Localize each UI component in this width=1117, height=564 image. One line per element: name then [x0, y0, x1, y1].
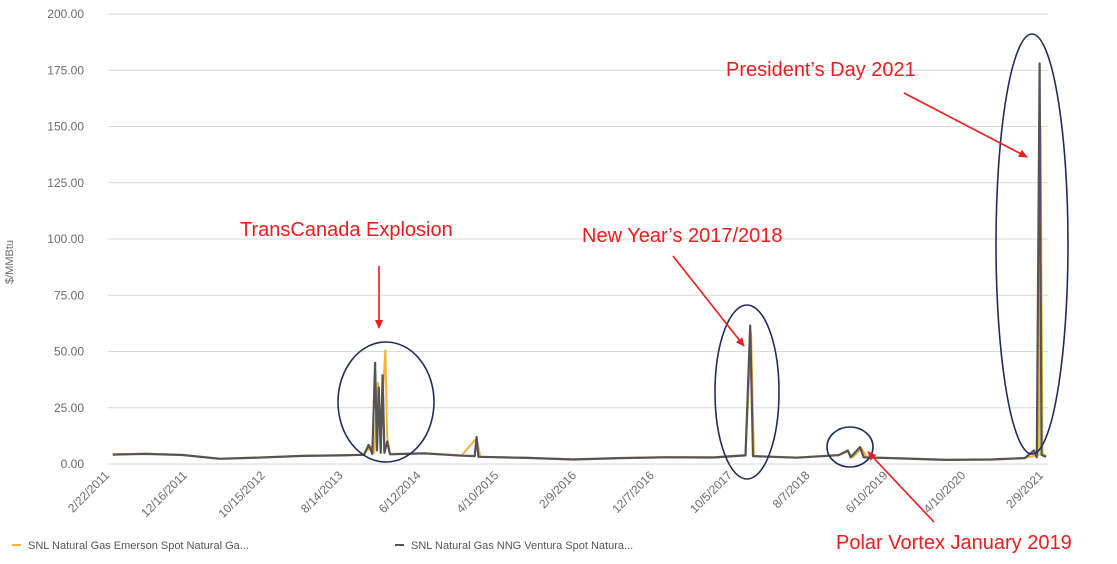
x-tick-label: 4/10/2020 — [921, 468, 969, 516]
x-tick-label: 12/7/2016 — [609, 468, 657, 516]
y-tick-labels: 0.00 25.00 50.00 75.00 100.00 125.00 150.00 175… — [47, 7, 84, 471]
annotation-new-year: New Year’s 2017/2018 — [582, 225, 783, 247]
new-year-circle — [714, 304, 780, 480]
y-tick-label: 25.00 — [54, 401, 84, 415]
presidents-day-arrow — [903, 92, 1028, 158]
annotation-presidents-day: President’s Day 2021 — [726, 59, 916, 81]
y-axis-label: $/MMBtu — [4, 240, 16, 284]
polar-vortex-arrow — [867, 451, 935, 523]
x-tick-label: 8/7/2018 — [770, 468, 813, 511]
y-tick-label: 150.00 — [47, 120, 84, 134]
transcanada-circle — [337, 341, 435, 463]
x-tick-label: 4/10/2015 — [454, 468, 502, 516]
y-tick-label: 125.00 — [47, 176, 84, 190]
y-tick-label: 0.00 — [61, 457, 85, 471]
legend-label-ventura: SNL Natural Gas NNG Ventura Spot Natura.… — [411, 540, 633, 552]
annotation-polar-vortex: Polar Vortex January 2019 — [836, 532, 1072, 554]
gridlines — [108, 13, 1048, 465]
x-tick-label: 10/5/2017 — [687, 468, 735, 516]
new-year-arrow — [672, 255, 745, 347]
x-tick-label: 6/12/2014 — [376, 468, 424, 516]
x-tick-label: 12/16/2011 — [138, 468, 190, 520]
y-tick-label: 100.00 — [47, 232, 84, 246]
series-lines — [112, 62, 1047, 461]
y-tick-label: 50.00 — [54, 345, 84, 359]
series-line-ventura — [112, 62, 1047, 461]
annotation-transcanada: TransCanada Explosion — [240, 219, 453, 241]
presidents-day-circle — [995, 33, 1069, 455]
x-tick-label: 2/9/2021 — [1003, 468, 1046, 511]
x-tick-label: 2/22/2011 — [65, 468, 112, 515]
y-tick-label: 200.00 — [47, 7, 84, 21]
y-tick-label: 175.00 — [47, 63, 84, 77]
series-line-emerson — [112, 125, 1047, 461]
x-tick-labels: 2/22/2011 12/16/2011 10/15/2012 8/14/2013 6/… — [65, 468, 1046, 521]
x-tick-label: 6/10/2019 — [843, 468, 891, 516]
x-tick-label: 2/9/2016 — [536, 468, 579, 511]
legend-label-emerson: SNL Natural Gas Emerson Spot Natural Ga.… — [28, 540, 249, 552]
legend: SNL Natural Gas Emerson Spot Natural Ga.… — [12, 540, 633, 552]
x-tick-label: 8/14/2013 — [298, 468, 346, 516]
x-tick-label: 10/15/2012 — [215, 468, 268, 521]
y-tick-label: 75.00 — [54, 288, 84, 302]
polar-vortex-circle — [826, 426, 874, 468]
